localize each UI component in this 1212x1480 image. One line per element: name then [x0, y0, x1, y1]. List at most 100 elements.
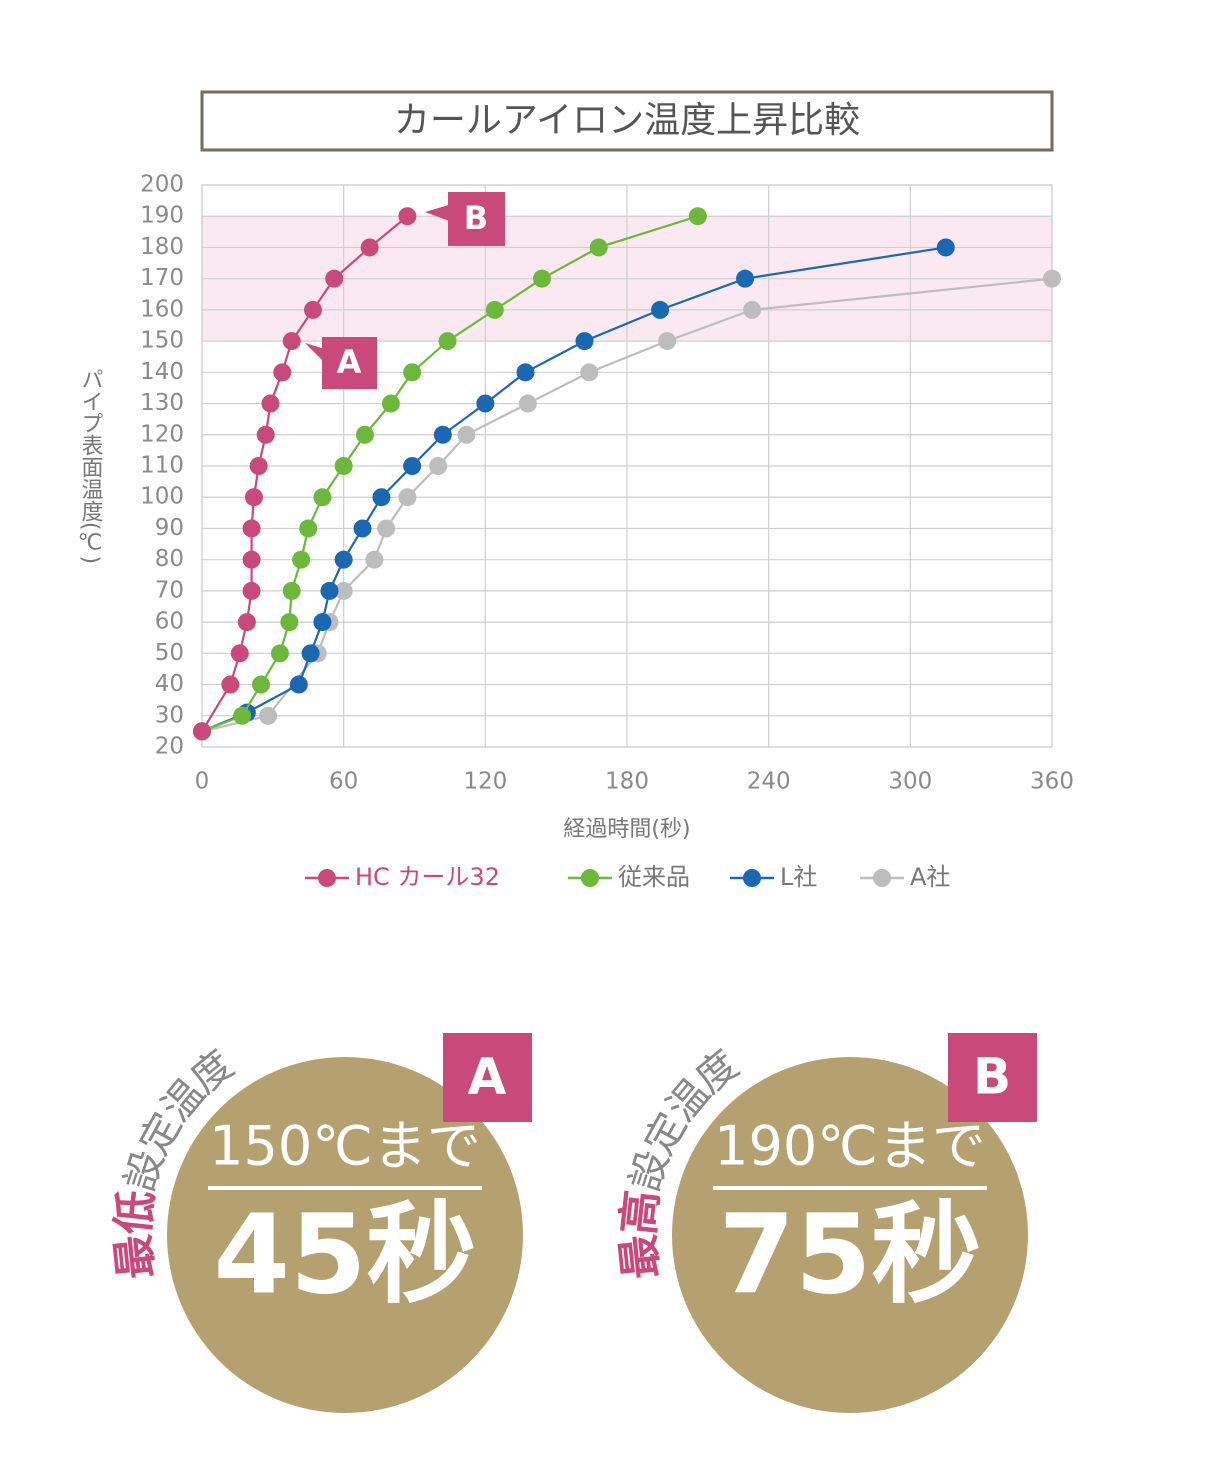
card-badge	[948, 1033, 1037, 1122]
legend: HC カール32 従来品 L社 A社	[305, 863, 950, 891]
legend-marker	[581, 869, 599, 887]
series-marker	[282, 332, 301, 351]
series-marker	[360, 238, 379, 257]
series-marker	[334, 581, 353, 600]
y-tick-label: 40	[155, 671, 184, 697]
series-marker	[282, 581, 301, 600]
series-marker	[580, 363, 599, 382]
series-marker	[261, 394, 280, 413]
series-marker	[237, 613, 256, 632]
legend-label: L社	[780, 863, 817, 891]
series-marker	[193, 722, 211, 741]
callout-box	[322, 337, 377, 389]
series-marker	[242, 519, 261, 538]
series-marker	[398, 488, 417, 507]
series-marker	[292, 550, 311, 569]
legend-marker	[318, 869, 336, 887]
series-marker	[244, 488, 263, 507]
series-marker	[688, 207, 707, 226]
series-marker	[429, 457, 448, 475]
series-marker	[516, 363, 535, 382]
x-tick-label: 0	[195, 769, 210, 795]
series-marker	[457, 425, 476, 444]
y-tick-label: 50	[155, 640, 184, 666]
series-marker	[273, 363, 292, 382]
y-tick-label: 140	[140, 359, 184, 385]
y-tick-label: 80	[155, 546, 184, 572]
series-marker	[270, 644, 289, 663]
y-tick-label: 90	[155, 515, 184, 541]
series-marker	[242, 550, 261, 569]
y-tick-label: 30	[155, 702, 184, 728]
legend-marker	[873, 869, 891, 887]
callout-label: A	[337, 343, 362, 381]
callout-box	[448, 192, 505, 246]
series-marker	[256, 425, 275, 444]
series-marker	[433, 425, 452, 444]
series-marker	[230, 644, 249, 663]
series-marker	[221, 675, 240, 694]
x-axis-label: 経過時間(秒)	[563, 817, 690, 842]
series-marker	[1043, 269, 1061, 288]
title-box	[200, 90, 1054, 152]
y-axis-label: パイプ表面温度(℃)	[78, 368, 104, 564]
series-marker	[365, 550, 384, 569]
y-tick-label: 160	[140, 296, 184, 322]
series-marker	[355, 425, 374, 444]
y-tick-label: 150	[140, 328, 184, 354]
x-tick-label: 60	[329, 769, 358, 795]
series-marker	[299, 519, 318, 538]
y-tick-label: 170	[140, 265, 184, 291]
plot: 20 30 40 50 60 70 80 90 100 110 120 130 140 150 160 170…	[140, 172, 1074, 795]
y-tick-label: 70	[155, 577, 184, 603]
series-marker	[398, 207, 417, 226]
y-tick-label: 110	[140, 453, 184, 479]
series-marker	[743, 300, 762, 319]
series-marker	[438, 332, 457, 351]
series-marker	[372, 488, 391, 507]
series-marker	[377, 519, 396, 538]
y-tick-label: 20	[155, 734, 184, 760]
series-marker	[334, 457, 353, 475]
card-temp: 150℃まで	[209, 1115, 481, 1178]
series-marker	[242, 581, 261, 600]
y-tick-label: 130	[140, 390, 184, 416]
legend-label: 従来品	[618, 863, 690, 891]
series-marker	[249, 457, 268, 475]
x-tick-label: 360	[1030, 769, 1074, 795]
series-marker	[233, 706, 252, 725]
series-marker	[736, 269, 755, 288]
legend-label: HC カール32	[355, 863, 500, 891]
y-tick-label: 120	[140, 421, 184, 447]
series-marker	[301, 644, 320, 663]
card-arc-highlight: 最高	[613, 1188, 668, 1282]
callout-label: B	[464, 199, 488, 237]
legend-marker	[743, 869, 761, 887]
chart-title: カールアイロン温度上昇比較	[394, 100, 860, 141]
y-tick-label: 180	[140, 234, 184, 260]
series-marker	[589, 238, 608, 257]
x-tick-label: 120	[463, 769, 507, 795]
callout-pointer	[425, 204, 452, 222]
series-marker	[320, 581, 339, 600]
card-time: 45秒	[213, 1190, 476, 1318]
x-tick-label: 300	[888, 769, 932, 795]
card-badge	[443, 1033, 532, 1122]
series-marker	[259, 706, 278, 725]
card-circle	[167, 1057, 523, 1413]
series-marker	[280, 613, 299, 632]
card-temp: 190℃まで	[714, 1115, 986, 1178]
series-marker	[381, 394, 400, 413]
card-badge-label: B	[973, 1048, 1011, 1106]
series-marker	[303, 300, 322, 319]
callouts: A B	[305, 192, 505, 389]
plot-border	[201, 184, 1053, 748]
card-circle	[672, 1057, 1028, 1413]
series-marker	[313, 488, 332, 507]
series-marker	[252, 675, 271, 694]
card-arc-highlight: 最低	[108, 1188, 163, 1282]
series-marker	[476, 394, 495, 413]
